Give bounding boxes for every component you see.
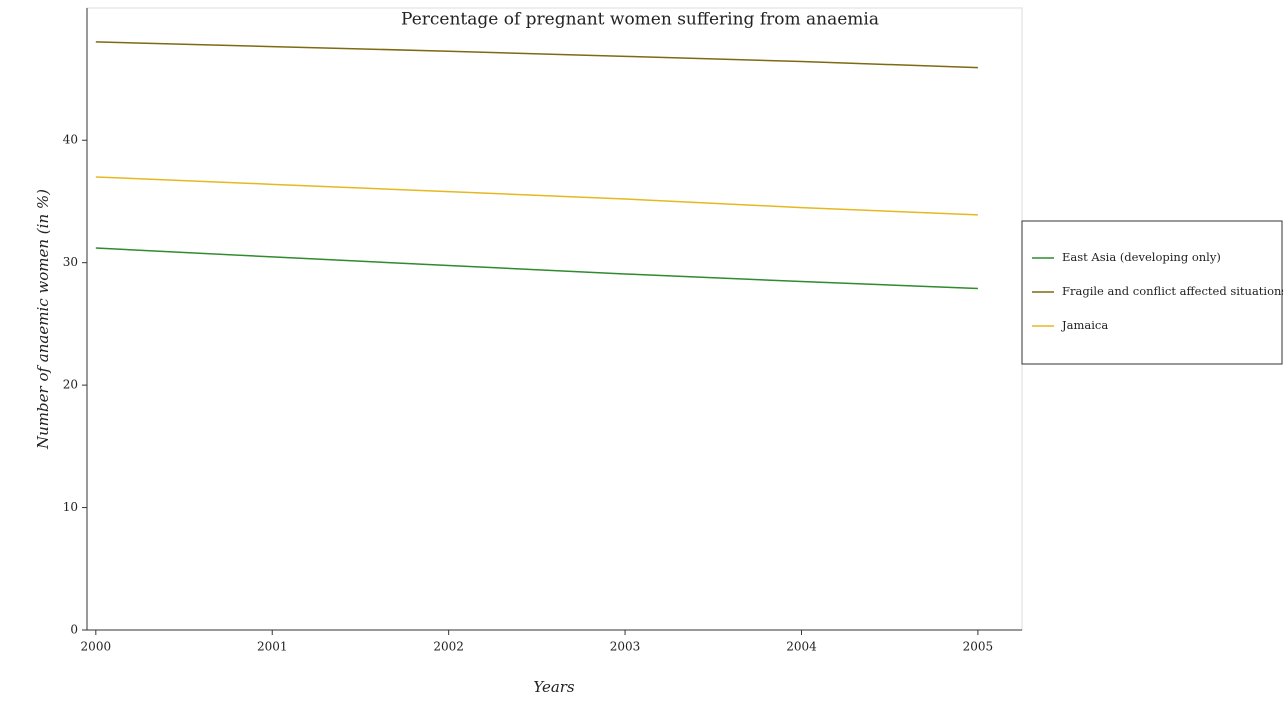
x-tick-label: 2004 [786, 640, 817, 654]
y-tick-label: 40 [63, 133, 78, 147]
y-tick-label: 20 [63, 378, 78, 392]
legend-label: East Asia (developing only) [1062, 250, 1221, 264]
plot-frame [86, 7, 1023, 631]
y-tick-label: 0 [70, 623, 78, 637]
x-tick-label: 2002 [433, 640, 464, 654]
x-tick-label: 2000 [81, 640, 112, 654]
y-tick-label: 30 [63, 255, 78, 269]
legend-label: Jamaica [1061, 318, 1108, 332]
legend-label: Fragile and conflict affected situations [1062, 284, 1283, 298]
x-axis-label: Years [533, 678, 575, 696]
series-line [95, 176, 978, 216]
y-axis-label: Number of anaemic women (in %) [34, 189, 52, 450]
x-tick-label: 2005 [963, 640, 994, 654]
y-tick-label: 10 [63, 500, 78, 514]
series-line [95, 247, 978, 290]
legend-box [1021, 220, 1283, 365]
x-tick-label: 2003 [610, 640, 641, 654]
series-line [95, 41, 978, 69]
x-tick-label: 2001 [257, 640, 288, 654]
chart-title: Percentage of pregnant women suffering f… [401, 10, 879, 30]
